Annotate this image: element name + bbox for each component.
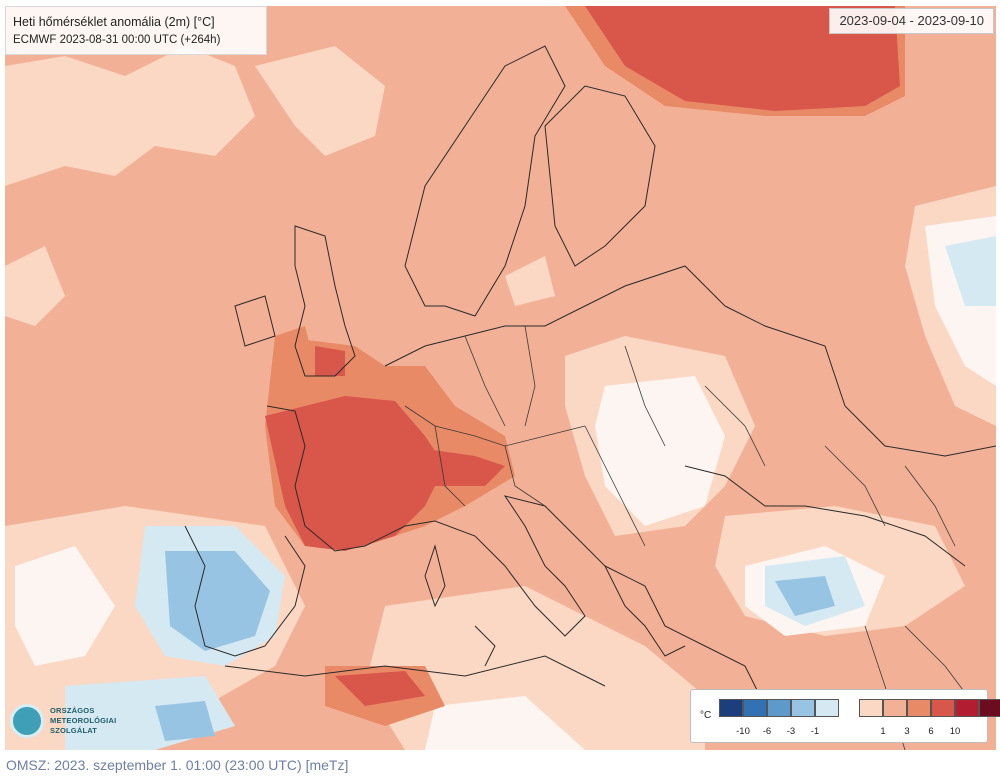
map-subtitle: ECMWF 2023-08-31 00:00 UTC (+264h) (13, 34, 221, 46)
logo-line-2: METEOROLÓGIAI (50, 716, 117, 725)
legend-swatch (743, 699, 767, 717)
legend-tick-label: 10 (949, 726, 961, 737)
negative-regions (155, 551, 835, 741)
legend-swatch (883, 699, 907, 717)
footer-caption: OMSZ: 2023. szeptember 1. 01:00 (23:00 U… (6, 757, 349, 773)
anomaly-map (5, 6, 996, 750)
map-canvas (5, 6, 996, 750)
legend-swatch (815, 699, 839, 717)
legend-tick-label: -10 (736, 726, 750, 737)
legend-tick-label: -6 (762, 726, 772, 737)
legend-swatch (907, 699, 931, 717)
map-title-box: Heti hőmérséklet anomália (2m) [°C] ECMW… (5, 6, 267, 55)
legend-swatch (767, 699, 791, 717)
logo-line-1: ORSZÁGOS (50, 706, 95, 715)
legend-tick-label: 1 (880, 726, 886, 737)
legend-tick-label: 6 (928, 726, 934, 737)
omsz-logo: ORSZÁGOS METEOROLÓGIAI SZOLGÁLAT (10, 702, 128, 744)
strong-positive-regions (265, 6, 900, 706)
coastlines (184, 45, 996, 707)
legend-swatch (931, 699, 955, 717)
legend-swatch (979, 699, 1000, 717)
legend-swatch (719, 699, 743, 717)
legend-tick-label: -3 (786, 726, 796, 737)
legend-swatch (791, 699, 815, 717)
legend-unit: °C (700, 710, 712, 721)
omsz-logo-icon (10, 704, 44, 738)
date-range-label: 2023-09-04 - 2023-09-10 (829, 8, 994, 34)
logo-line-3: SZOLGÁLAT (50, 726, 98, 735)
legend-swatch (859, 699, 883, 717)
map-title: Heti hőmérséklet anomália (2m) [°C] (13, 15, 215, 29)
legend-swatch (955, 699, 979, 717)
color-legend: °C -10 -6 -3 -1 1 3 6 10 (690, 689, 1000, 743)
country-borders (404, 325, 976, 750)
legend-tick-label: 3 (904, 726, 910, 737)
legend-tick-label: -1 (810, 726, 820, 737)
